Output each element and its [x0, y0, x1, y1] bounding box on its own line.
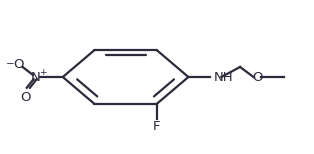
- Text: F: F: [153, 120, 161, 133]
- Text: O: O: [252, 71, 263, 83]
- Text: NH: NH: [214, 71, 233, 83]
- Text: N: N: [31, 71, 41, 83]
- Text: +: +: [39, 68, 46, 77]
- Text: O: O: [20, 91, 30, 104]
- Text: O: O: [14, 58, 24, 71]
- Text: −: −: [6, 59, 14, 69]
